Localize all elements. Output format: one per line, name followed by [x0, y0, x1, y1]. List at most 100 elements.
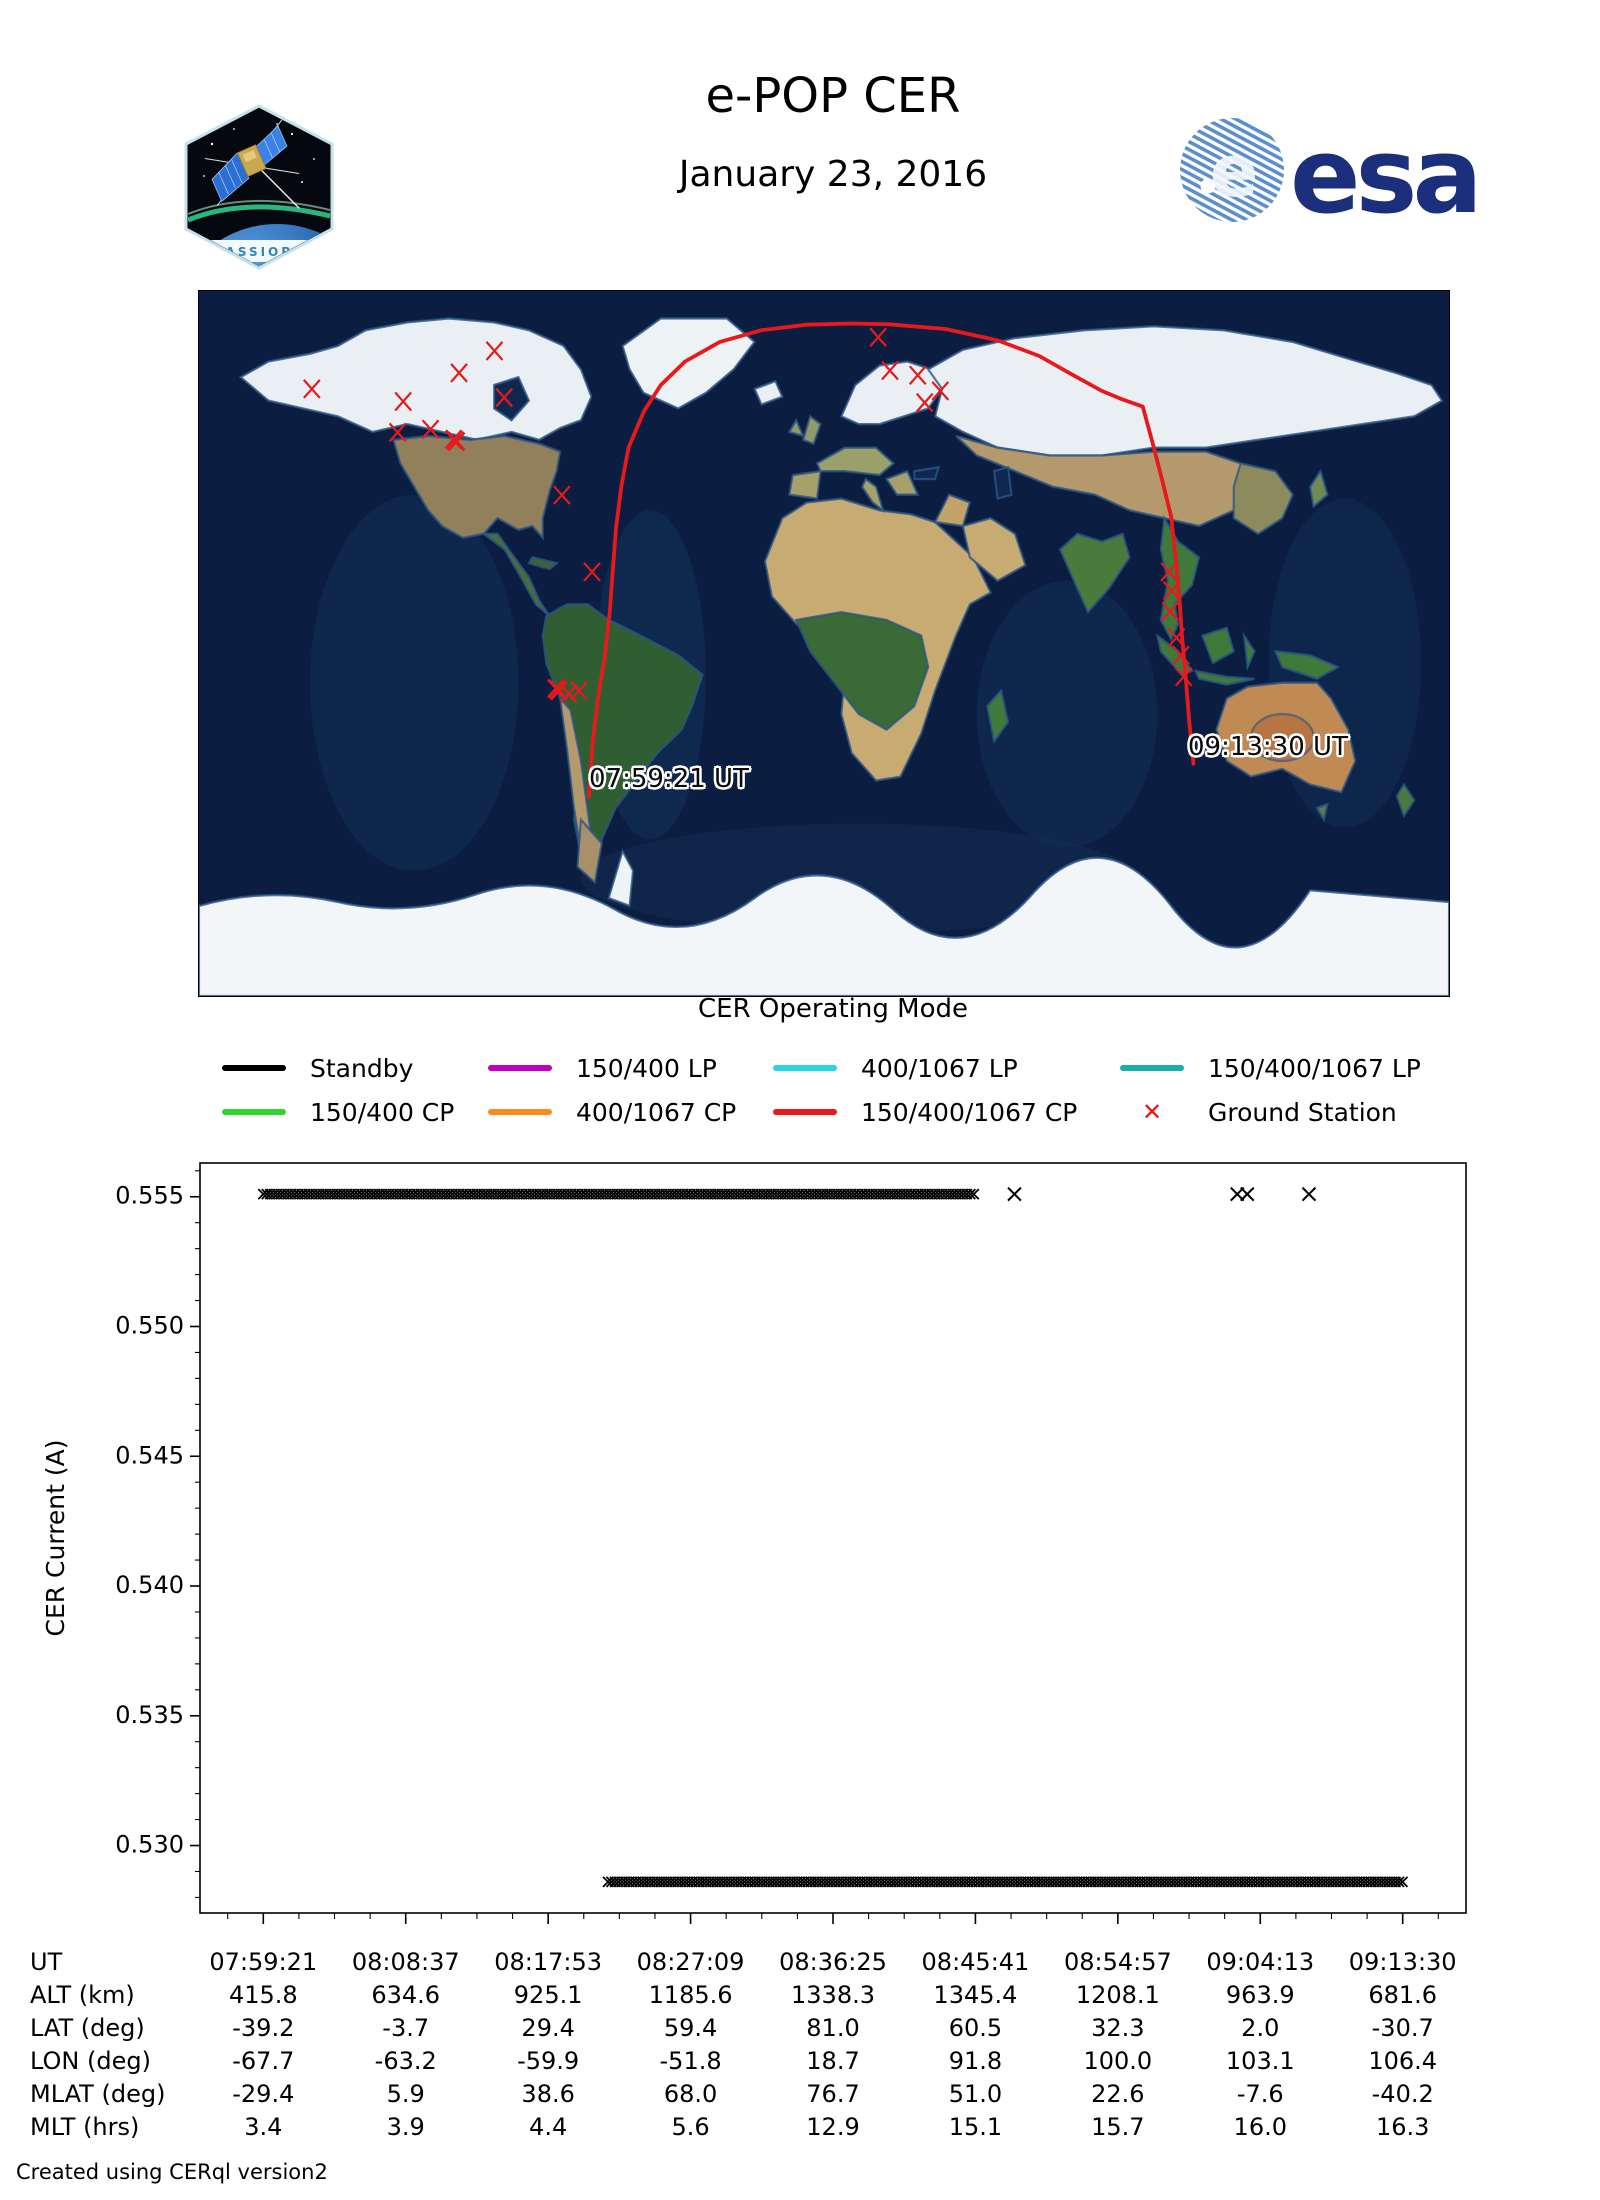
table-row: LON (deg) -67.7 -63.2 -59.9 -51.8 18.7 91.8 100…: [0, 2047, 1600, 2079]
esa-wordmark: esa: [1290, 115, 1478, 228]
ground-station-x-icon: [561, 685, 577, 703]
cassiope-patch-icon: CASSIOPE: [184, 104, 334, 270]
table-row-label: LON (deg): [30, 2047, 151, 2075]
table-cell: 68.0: [663, 2080, 718, 2108]
table-cell: 5.6: [671, 2113, 710, 2141]
table-cell: 3.4: [244, 2113, 283, 2141]
svg-text:0.555: 0.555: [115, 1182, 184, 1210]
table-cell: 51.0: [948, 2080, 1003, 2108]
table-cell: 100.0: [1083, 2047, 1153, 2075]
svg-text:e: e: [1210, 129, 1259, 213]
legend-title: CER Operating Mode: [697, 994, 969, 1024]
legend-item: Standby: [222, 1050, 413, 1086]
table-row: UT 07:59:21 08:08:37 08:17:53 08:27:09 08:36:…: [0, 1948, 1600, 1980]
ground-station-markers: [304, 328, 1192, 702]
esa-logo-icon: e esa: [1180, 115, 1483, 237]
ground-station-x-icon: [304, 380, 320, 398]
table-cell: 12.9: [806, 2113, 860, 2141]
table-cell: -3.7: [382, 2014, 430, 2042]
table-cell: 09:04:13: [1206, 1948, 1315, 1976]
table-cell: -63.2: [374, 2047, 437, 2075]
table-cell: 15.7: [1091, 2113, 1145, 2141]
table-cell: 09:13:30: [1348, 1948, 1457, 1976]
legend-item-label: 400/1067 LP: [861, 1053, 1018, 1083]
ground-station-x-icon: [554, 486, 570, 504]
table-row-label: UT: [30, 1948, 63, 1976]
ground-station-x-icon: [1168, 629, 1184, 647]
table-cell: -7.6: [1236, 2080, 1284, 2108]
table-row-label: MLAT (deg): [30, 2080, 166, 2108]
svg-text:0.540: 0.540: [115, 1571, 184, 1599]
legend-item: 400/1067 LP: [773, 1050, 1018, 1086]
table-row: MLAT (deg) -29.4 5.9 38.6 68.0 76.7 51.0 22.6 -7…: [0, 2080, 1600, 2112]
ground-station-x-icon: [1173, 646, 1189, 664]
ground-station-x-icon: [451, 364, 467, 382]
table-cell: 2.0: [1241, 2014, 1280, 2042]
track-time-label: 09:13:30 UT: [1188, 732, 1348, 762]
ground-station-x-icon: [571, 681, 587, 699]
table-cell: 08:08:37: [351, 1948, 460, 1976]
table-row-label: LAT (deg): [30, 2014, 145, 2042]
legend-line-swatch: [488, 1065, 552, 1071]
legend-item: 150/400 CP: [222, 1094, 454, 1130]
table-row-label: ALT (km): [30, 1981, 135, 2009]
legend-item: ✕ Ground Station: [1120, 1094, 1397, 1130]
table-cell: 07:59:21: [209, 1948, 318, 1976]
ground-station-x-icon: [870, 328, 886, 346]
table-cell: 91.8: [948, 2047, 1003, 2075]
table-cell: 415.8: [228, 1981, 298, 2009]
table-cell: 16.0: [1233, 2113, 1287, 2141]
legend-item-label: 150/400 LP: [576, 1053, 717, 1083]
table-cell: 3.9: [386, 2113, 425, 2141]
legend-item: 400/1067 CP: [488, 1094, 736, 1130]
table-cell: 1345.4: [933, 1981, 1018, 2009]
ground-station-x-icon: [448, 432, 464, 450]
ground-station-x-icon: [496, 389, 512, 407]
svg-text:CER Current (A): CER Current (A): [41, 1439, 70, 1636]
table-cell: -51.8: [659, 2047, 722, 2075]
table-cell: -30.7: [1371, 2014, 1434, 2042]
legend-line-swatch: [222, 1109, 286, 1115]
legend-item: 150/400/1067 LP: [1120, 1050, 1421, 1086]
table-row: LAT (deg) -39.2 -3.7 29.4 59.4 81.0 60.5 32.3 2.…: [0, 2014, 1600, 2046]
table-cell: 103.1: [1225, 2047, 1295, 2075]
table-cell: 925.1: [513, 1981, 583, 2009]
table-cell: 29.4: [521, 2014, 575, 2042]
footer-note: Created using CERql version2: [16, 2160, 328, 2184]
table-cell: 16.3: [1375, 2113, 1430, 2141]
legend-line-swatch: [773, 1065, 837, 1071]
ground-station-x-icon: [1164, 582, 1180, 600]
table-cell: 18.7: [806, 2047, 860, 2075]
ground-station-x-icon: [584, 563, 600, 581]
table-cell: 32.3: [1091, 2014, 1145, 2042]
table-cell: 76.7: [806, 2080, 860, 2108]
table-cell: -59.9: [517, 2047, 580, 2075]
legend-item-label: 150/400/1067 CP: [861, 1097, 1078, 1127]
svg-text:0.530: 0.530: [115, 1831, 184, 1859]
legend-item-label: 400/1067 CP: [576, 1097, 737, 1127]
ground-station-x-icon: [882, 362, 898, 380]
table-cell: 81.0: [806, 2014, 860, 2042]
table-cell: -67.7: [232, 2047, 295, 2075]
table-cell: -39.2: [232, 2014, 295, 2042]
table-cell: 60.5: [948, 2014, 1003, 2042]
table-cell: 106.4: [1368, 2047, 1438, 2075]
table-row: ALT (km) 415.8 634.6 925.1 1185.6 1338.3 1345.…: [0, 1981, 1600, 2013]
legend-line-swatch: [222, 1065, 286, 1071]
ground-station-x-icon: [395, 392, 411, 410]
table-cell: 22.6: [1091, 2080, 1145, 2108]
table-cell: 5.9: [386, 2080, 425, 2108]
page-date: January 23, 2016: [678, 154, 988, 195]
table-cell: 15.1: [948, 2113, 1003, 2141]
ground-station-x-icon: [932, 382, 948, 400]
satellite-ground-track: [589, 324, 1194, 798]
table-cell: -40.2: [1371, 2080, 1434, 2108]
ground-station-x-icon: [551, 681, 567, 699]
table-cell: 38.6: [521, 2080, 575, 2108]
table-cell: 634.6: [371, 1981, 441, 2009]
legend-item-label: Ground Station: [1208, 1097, 1397, 1127]
table-cell: -29.4: [232, 2080, 295, 2108]
table-cell: 08:45:41: [921, 1948, 1030, 1976]
table-row: MLT (hrs) 3.4 3.9 4.4 5.6 12.9 15.1 15.7 16.0 16.…: [0, 2113, 1600, 2145]
table-cell: 08:27:09: [636, 1948, 745, 1976]
